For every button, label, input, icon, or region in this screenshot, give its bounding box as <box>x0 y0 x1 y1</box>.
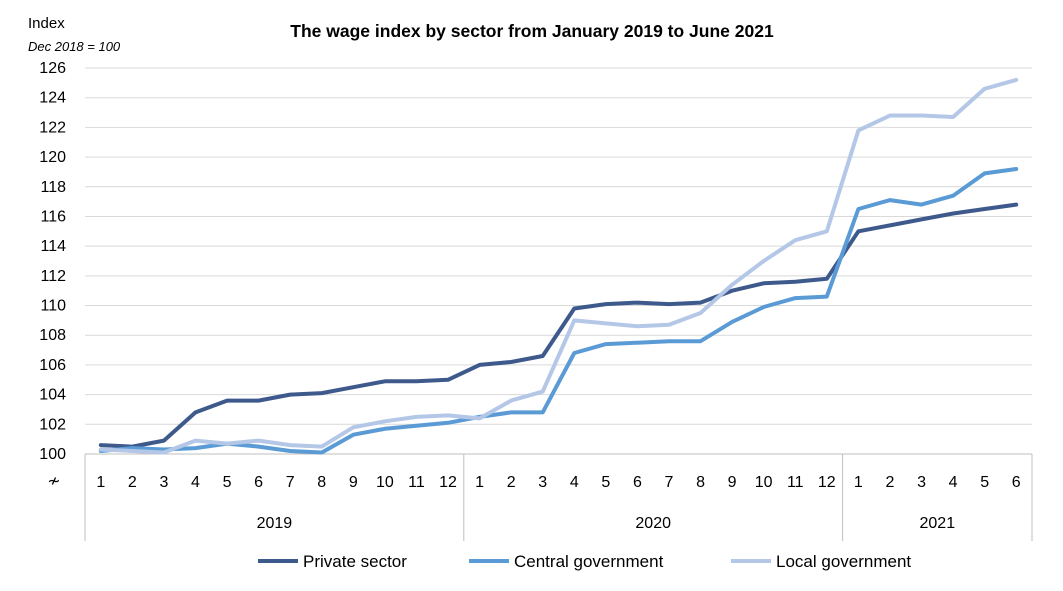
x-tick-label: 2 <box>885 474 894 491</box>
x-tick-label: 1 <box>475 474 484 491</box>
axis-break-icon: ≁ <box>47 473 60 490</box>
x-tick-label: 3 <box>538 474 547 491</box>
y-tick-label: 122 <box>39 119 66 136</box>
series-line <box>98 167 1019 455</box>
x-tick-label: 11 <box>408 474 425 491</box>
x-tick-label: 12 <box>439 474 457 491</box>
legend: Private sector Central government Local go… <box>258 552 911 571</box>
y-tick-label: 126 <box>39 60 66 77</box>
chart-title: The wage index by sector from January 20… <box>290 21 774 41</box>
y-tick-label: 110 <box>40 298 66 315</box>
series-line <box>98 202 1019 449</box>
x-tick-label: 2 <box>507 474 516 491</box>
y-axis-label: Index <box>28 15 65 32</box>
x-tick-label: 7 <box>665 474 674 491</box>
y-tick-label: 108 <box>39 327 66 344</box>
y-axis-sublabel: Dec 2018 = 100 <box>28 39 121 54</box>
x-tick-label: 8 <box>317 474 326 491</box>
year-label: 2019 <box>257 515 293 532</box>
x-tick-label: 1 <box>854 474 863 491</box>
y-tick-label: 104 <box>39 387 66 404</box>
x-tick-label: 3 <box>159 474 168 491</box>
x-tick-label: 4 <box>570 474 579 491</box>
x-tick-label: 6 <box>1012 474 1021 491</box>
x-tick-label: 2 <box>128 474 137 491</box>
y-tick-label: 112 <box>40 268 66 285</box>
legend-label: Local government <box>776 552 911 571</box>
x-tick-label: 5 <box>980 474 989 491</box>
x-tick-label: 5 <box>601 474 610 491</box>
year-label: 2020 <box>635 515 671 532</box>
x-tick-label: 6 <box>254 474 263 491</box>
x-tick-label: 12 <box>818 474 836 491</box>
y-tick-label: 114 <box>40 238 66 255</box>
legend-label: Private sector <box>303 552 407 571</box>
x-tick-label: 4 <box>191 474 200 491</box>
x-tick-label: 10 <box>755 474 773 491</box>
grid-lines <box>85 67 1032 425</box>
legend-label: Central government <box>514 552 664 571</box>
y-axis-ticks: 100 102 104 106 108 110 112 114 116 118 120 122 124 1… <box>39 60 66 463</box>
x-tick-label: 7 <box>286 474 295 491</box>
x-tick-label: 4 <box>949 474 958 491</box>
x-tick-label: 9 <box>728 474 737 491</box>
x-tick-label: 3 <box>917 474 926 491</box>
series-lines <box>98 77 1019 455</box>
series-line <box>98 77 1019 455</box>
y-tick-label: 124 <box>39 90 66 107</box>
x-tick-label: 1 <box>96 474 105 491</box>
x-axis: ≁ 1 2 3 4 5 6 7 8 9 10 11 12 1 2 3 4 5 6 7 8 9 10 11 12 1 2 3 4 5 6201… <box>47 453 1033 541</box>
y-tick-label: 102 <box>39 416 66 433</box>
year-label: 2021 <box>920 515 956 532</box>
x-tick-label: 8 <box>696 474 705 491</box>
x-tick-label: 11 <box>787 474 804 491</box>
x-tick-label: 5 <box>223 474 232 491</box>
y-tick-label: 106 <box>39 357 66 374</box>
x-tick-label: 6 <box>633 474 642 491</box>
y-tick-label: 118 <box>40 179 66 196</box>
x-tick-label: 10 <box>376 474 394 491</box>
y-tick-label: 120 <box>39 149 66 166</box>
y-tick-label: 100 <box>39 446 66 463</box>
y-tick-label: 116 <box>40 208 66 225</box>
x-tick-label: 9 <box>349 474 358 491</box>
